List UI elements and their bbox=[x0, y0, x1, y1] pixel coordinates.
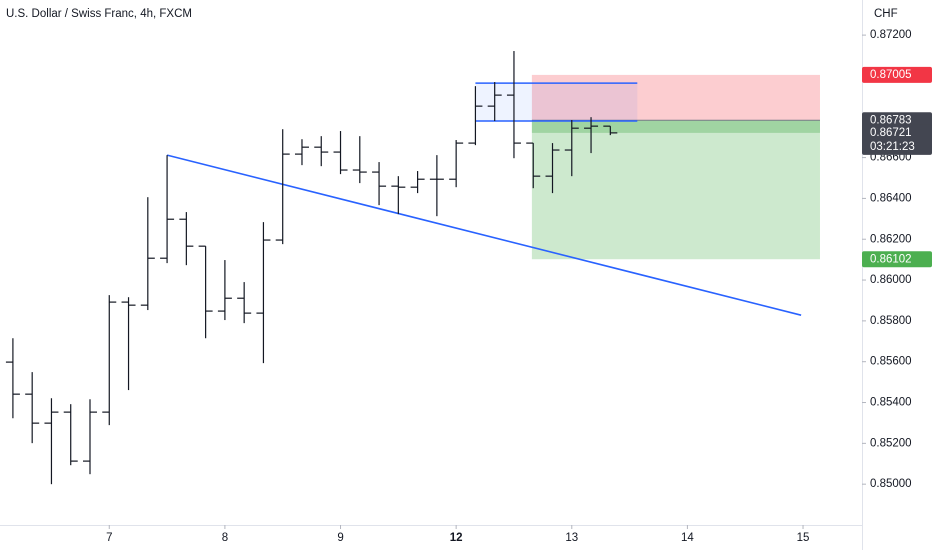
y-tick-label: 0.85600 bbox=[870, 356, 912, 368]
x-tick-label: 8 bbox=[222, 532, 228, 544]
target-price-box bbox=[862, 251, 932, 268]
y-tick-label: 0.86000 bbox=[870, 274, 912, 286]
y-tick-label: 0.85800 bbox=[870, 315, 912, 327]
x-tick-label: 14 bbox=[681, 532, 694, 544]
x-tick-label: 12 bbox=[450, 532, 463, 544]
plot-area bbox=[5, 51, 820, 485]
trendline bbox=[166, 154, 802, 316]
y-tick-label: 0.85000 bbox=[870, 478, 912, 490]
target-price-label: 0.86102 bbox=[870, 253, 912, 265]
x-tick-label: 15 bbox=[797, 532, 810, 544]
stop-price-label: 0.87005 bbox=[870, 69, 912, 81]
entry-price-label: 0.86783 bbox=[870, 114, 912, 126]
last-price-label: 0.86721 bbox=[870, 127, 912, 139]
y-tick-label: 0.85400 bbox=[870, 397, 912, 409]
range-box bbox=[475, 83, 638, 122]
progress-zone bbox=[531, 120, 820, 133]
chart-title: U.S. Dollar / Swiss Franc, 4h, FXCM bbox=[6, 8, 192, 20]
y-tick-label: 0.85200 bbox=[870, 437, 912, 449]
countdown-label: 03:21:23 bbox=[870, 141, 915, 153]
y-tick-label: 0.86400 bbox=[870, 192, 912, 204]
target-zone bbox=[531, 120, 820, 260]
y-tick-label: 0.86200 bbox=[870, 233, 912, 245]
entry-price-box bbox=[862, 112, 932, 129]
x-tick-label: 13 bbox=[565, 532, 578, 544]
stop-price-box bbox=[862, 66, 932, 83]
x-tick-label: 7 bbox=[106, 532, 112, 544]
currency-label: CHF bbox=[874, 8, 898, 20]
y-tick-label: 0.87200 bbox=[870, 29, 912, 41]
x-tick-label: 9 bbox=[337, 532, 343, 544]
last-price-box bbox=[862, 124, 932, 155]
